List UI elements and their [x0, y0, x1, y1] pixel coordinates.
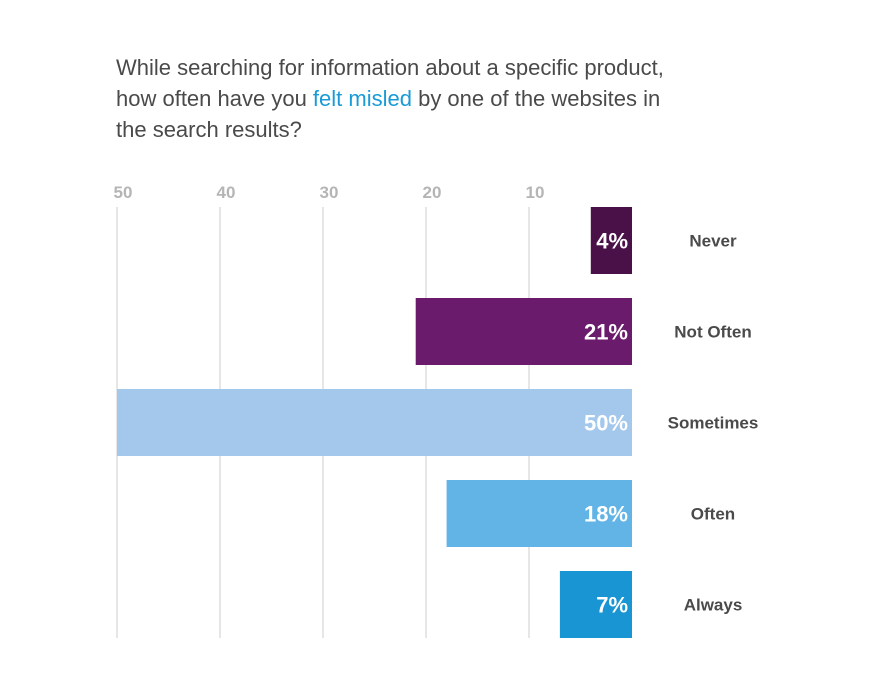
bar-always — [559, 571, 632, 638]
bar-often — [446, 480, 632, 547]
title-highlight: felt misled — [312, 86, 412, 111]
category-label: Never — [689, 232, 737, 251]
bar-value-label: 4% — [596, 229, 628, 254]
bars — [117, 207, 632, 638]
bar-value-labels: 4% 21% 50% 18% 7% — [584, 229, 628, 618]
category-label: Not Often — [674, 323, 751, 342]
x-tick-label: 40 — [217, 183, 236, 202]
chart-title: While searching for information about a … — [116, 52, 676, 145]
bar-sometimes — [117, 389, 632, 456]
category-label: Often — [691, 505, 735, 524]
x-tick-label: 50 — [114, 183, 133, 202]
bar-value-label: 7% — [596, 593, 628, 618]
bar-not-often — [415, 298, 632, 365]
x-tick-label: 20 — [423, 183, 442, 202]
x-tick-label: 30 — [320, 183, 339, 202]
title-text-before: While searching for information about a … — [116, 55, 664, 111]
title-text-after: by one of the websites in the search res… — [116, 86, 661, 142]
bar-value-label: 50% — [584, 411, 628, 436]
category-label: Always — [684, 596, 743, 615]
x-tick-label: 10 — [526, 183, 545, 202]
bar-never — [590, 207, 632, 274]
category-label: Sometimes — [668, 414, 759, 433]
bar-value-label: 21% — [584, 320, 628, 345]
category-labels: Never Not Often Sometimes Often Always — [668, 232, 759, 615]
bar-value-label: 18% — [584, 502, 628, 527]
x-axis-ticks: 50 40 30 20 10 — [114, 183, 545, 202]
